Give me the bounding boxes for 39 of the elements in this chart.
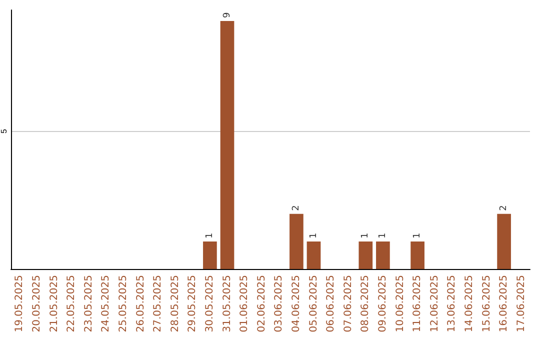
x-tick-label: 30.05.2025	[204, 275, 216, 332]
x-tick-label: 07.06.2025	[342, 275, 354, 332]
x-tick-label: 14.06.2025	[464, 275, 475, 332]
data-label: 1	[360, 232, 371, 238]
x-tick-label: 15.06.2025	[481, 275, 492, 332]
data-label: 9	[222, 12, 232, 18]
x-tick-label: 13.06.2025	[446, 275, 458, 332]
y-tick-label: 5	[0, 128, 8, 134]
x-tick-label: 06.06.2025	[326, 275, 337, 332]
x-tick-label: 16.06.2025	[498, 275, 510, 332]
x-tick-label: 09.06.2025	[377, 275, 388, 332]
x-tick-label: 01.06.2025	[239, 275, 250, 332]
x-tick-label: 29.05.2025	[187, 275, 198, 332]
x-tick-label: 03.06.2025	[274, 275, 285, 332]
data-label: 2	[291, 205, 302, 211]
x-tick-label: 25.05.2025	[118, 275, 129, 332]
x-tick-label: 22.05.2025	[66, 275, 78, 332]
x-tick-label: 11.06.2025	[412, 275, 424, 332]
x-tick-label: 23.05.2025	[83, 275, 94, 332]
x-tick-label: 28.05.2025	[170, 275, 181, 332]
data-label: 2	[499, 205, 510, 211]
x-tick-label: 12.06.2025	[429, 275, 440, 332]
x-tick-label: 31.05.2025	[222, 275, 233, 332]
x-tick-label: 08.06.2025	[360, 275, 372, 332]
data-label: 1	[378, 232, 388, 238]
x-tick-label: 17.06.2025	[516, 275, 527, 332]
x-tick-label: 05.06.2025	[308, 275, 320, 332]
x-tick-label: 20.05.2025	[31, 275, 42, 332]
x-tick-label: 19.05.2025	[14, 275, 26, 332]
x-tick-label: 21.05.2025	[48, 275, 60, 332]
x-tick-label: 26.05.2025	[135, 275, 146, 332]
data-label: 1	[412, 232, 423, 238]
data-label: 1	[308, 232, 319, 238]
x-tick-label: 27.05.2025	[152, 275, 164, 332]
data-label: 1	[204, 232, 215, 238]
x-tick-label: 04.06.2025	[290, 275, 302, 332]
x-tick-label: 10.06.2025	[394, 275, 406, 332]
x-tick-label: 02.06.2025	[256, 275, 268, 332]
x-tick-label: 24.05.2025	[100, 275, 112, 332]
